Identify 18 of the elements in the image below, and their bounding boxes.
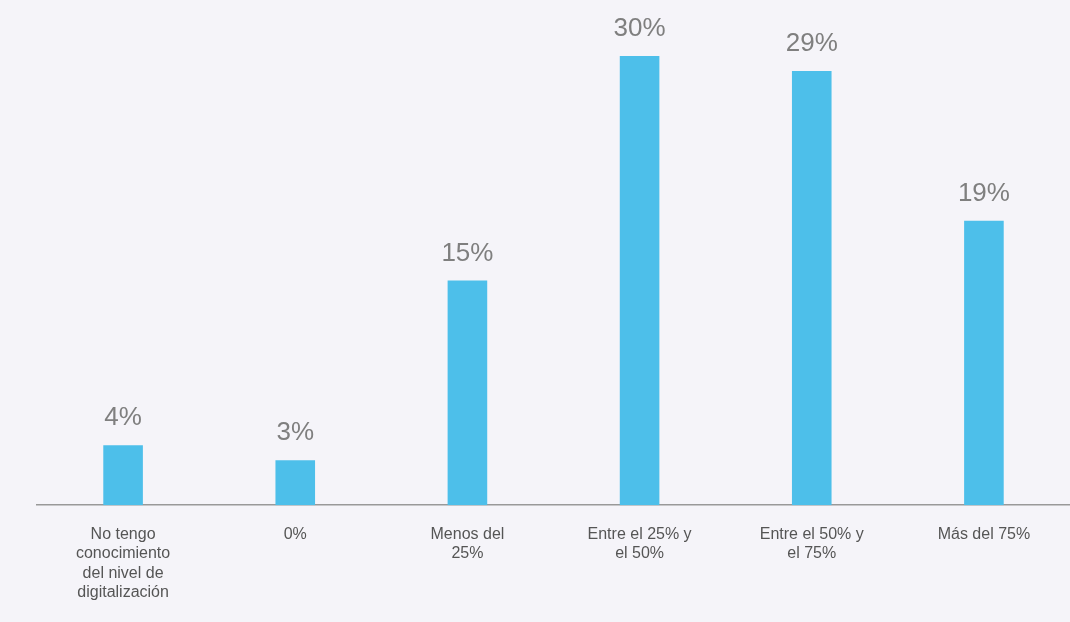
data-label: 30% xyxy=(613,12,666,43)
bar xyxy=(619,56,660,506)
bar xyxy=(103,445,143,506)
data-label: 15% xyxy=(441,236,494,267)
x-tick-label: Más del 75% xyxy=(937,525,1031,543)
data-label: 29% xyxy=(785,27,838,58)
x-tick-label: Entre el 25% y el 50% xyxy=(587,525,692,562)
bar xyxy=(791,70,832,506)
x-tick-label: No tengo conocimiento del nivel de digitalización xyxy=(75,525,171,600)
x-tick-label: 0% xyxy=(283,525,307,543)
data-label: 19% xyxy=(957,176,1010,207)
bar xyxy=(964,220,1004,506)
data-label: 3% xyxy=(276,416,315,447)
data-label: 4% xyxy=(104,401,142,432)
x-tick-label: Menos del 25% xyxy=(430,525,505,562)
bar xyxy=(447,280,488,506)
x-tick-label: Entre el 50% y el 75% xyxy=(759,525,864,562)
bar xyxy=(275,460,316,506)
